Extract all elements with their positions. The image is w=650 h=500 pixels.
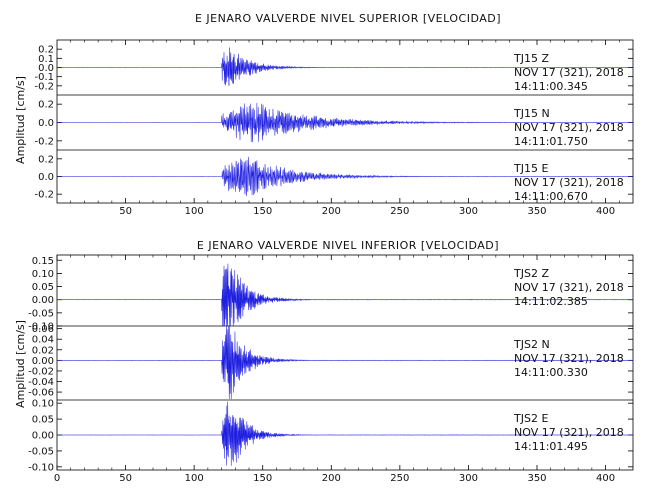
x-tick-label: 50	[119, 473, 132, 484]
x-tick-label: 0	[54, 473, 60, 484]
y-tick-label: 0.04	[32, 335, 54, 346]
y-tick-label: -0.2	[34, 190, 54, 201]
waveform-trace	[56, 47, 633, 86]
station-component-label: TJS2 N	[513, 338, 550, 351]
record-date-label: NOV 17 (321), 2018	[514, 426, 624, 439]
record-time-label: 14:11:02.385	[514, 295, 588, 308]
x-tick-label: 300	[459, 473, 478, 484]
record-time-label: 14:11:00.670	[514, 190, 588, 203]
chart-title-superior: E JENARO VALVERDE NIVEL SUPERIOR [VELOCI…	[195, 12, 501, 25]
panel-tjs2-n: 0.060.040.020.00-0.02-0.04-0.06 TJS2 NNOV…	[28, 324, 633, 400]
y-tick-label: -0.2	[34, 136, 54, 147]
waveform-trace	[56, 156, 633, 197]
record-date-label: NOV 17 (321), 2018	[514, 352, 624, 365]
x-tick-label: 250	[390, 473, 409, 484]
y-tick-label: 0.2	[38, 45, 54, 56]
chart-nivel-superior: E JENARO VALVERDE NIVEL SUPERIOR [VELOCI…	[14, 12, 634, 217]
y-tick-label: -0.05	[28, 446, 54, 457]
y-tick-label: -0.04	[28, 377, 54, 388]
station-component-label: TJS2 Z	[513, 267, 549, 280]
record-time-label: 14:11:01.750	[514, 135, 588, 148]
y-tick-label: 0.06	[32, 324, 54, 335]
y-tick-label: -0.02	[28, 366, 54, 377]
y-tick-label: 0.00	[32, 295, 54, 306]
record-date-label: NOV 17 (321), 2018	[514, 121, 624, 134]
x-tick-label: 200	[322, 206, 341, 217]
y-tick-label: 0.0	[38, 118, 54, 129]
y-axis-label-inferior: Amplitud [cm/s]	[14, 320, 27, 408]
y-tick-label: 0.1	[38, 54, 54, 65]
waveform-trace	[56, 263, 633, 327]
station-component-label: TJS2 E	[513, 412, 548, 425]
record-date-label: NOV 17 (321), 2018	[514, 281, 624, 294]
station-component-label: TJ15 N	[513, 107, 550, 120]
x-tick-label: 200	[322, 473, 341, 484]
record-time-label: 14:11:01.495	[514, 440, 588, 453]
x-tick-label: 350	[527, 473, 546, 484]
record-date-label: NOV 17 (321), 2018	[514, 176, 624, 189]
record-time-label: 14:11:00.330	[514, 366, 588, 379]
y-tick-label: 0.00	[32, 431, 54, 442]
y-tick-label: -0.10	[28, 462, 54, 473]
y-tick-label: 0.00	[32, 356, 54, 367]
y-axis-label-superior: Amplitud [cm/s]	[14, 76, 27, 164]
x-tick-label: 50	[119, 206, 132, 217]
y-tick-label: 0.05	[32, 415, 54, 426]
waveform-trace	[56, 325, 633, 400]
station-component-label: TJ15 E	[513, 162, 548, 175]
y-tick-label: 0.10	[32, 399, 54, 410]
y-tick-label: -0.06	[28, 388, 54, 399]
y-tick-label: -0.05	[28, 308, 54, 319]
x-tick-label: 100	[185, 473, 204, 484]
x-tick-label: 350	[527, 206, 546, 217]
y-tick-label: 0.02	[32, 345, 54, 356]
y-tick-label: -0.10	[28, 322, 54, 333]
y-tick-label: -0.1	[34, 72, 54, 83]
y-tick-label: 0.05	[32, 282, 54, 293]
x-tick-label: 400	[596, 206, 615, 217]
waveform-trace	[56, 401, 633, 466]
y-tick-label: 0.10	[32, 269, 54, 280]
y-tick-label: 0.2	[38, 154, 54, 165]
y-tick-label: 0.0	[38, 63, 54, 74]
waveform-trace	[56, 103, 633, 143]
x-tick-label: 300	[459, 206, 478, 217]
x-tick-label: 400	[596, 473, 615, 484]
x-tick-label: 150	[253, 473, 272, 484]
y-tick-label: 0.2	[38, 100, 54, 111]
chart-title-inferior: E JENARO VALVERDE NIVEL INFERIOR [VELOCI…	[197, 239, 499, 252]
x-tick-label: 150	[253, 206, 272, 217]
record-time-label: 14:11:00.345	[514, 80, 588, 93]
station-component-label: TJ15 Z	[513, 52, 549, 65]
y-tick-label: 0.15	[32, 256, 54, 267]
y-tick-label: 0.0	[38, 172, 54, 183]
x-tick-label: 100	[185, 206, 204, 217]
y-tick-label: -0.2	[34, 81, 54, 92]
record-date-label: NOV 17 (321), 2018	[514, 66, 624, 79]
x-tick-label: 250	[390, 206, 409, 217]
chart-nivel-inferior: E JENARO VALVERDE NIVEL INFERIOR [VELOCI…	[14, 239, 634, 484]
